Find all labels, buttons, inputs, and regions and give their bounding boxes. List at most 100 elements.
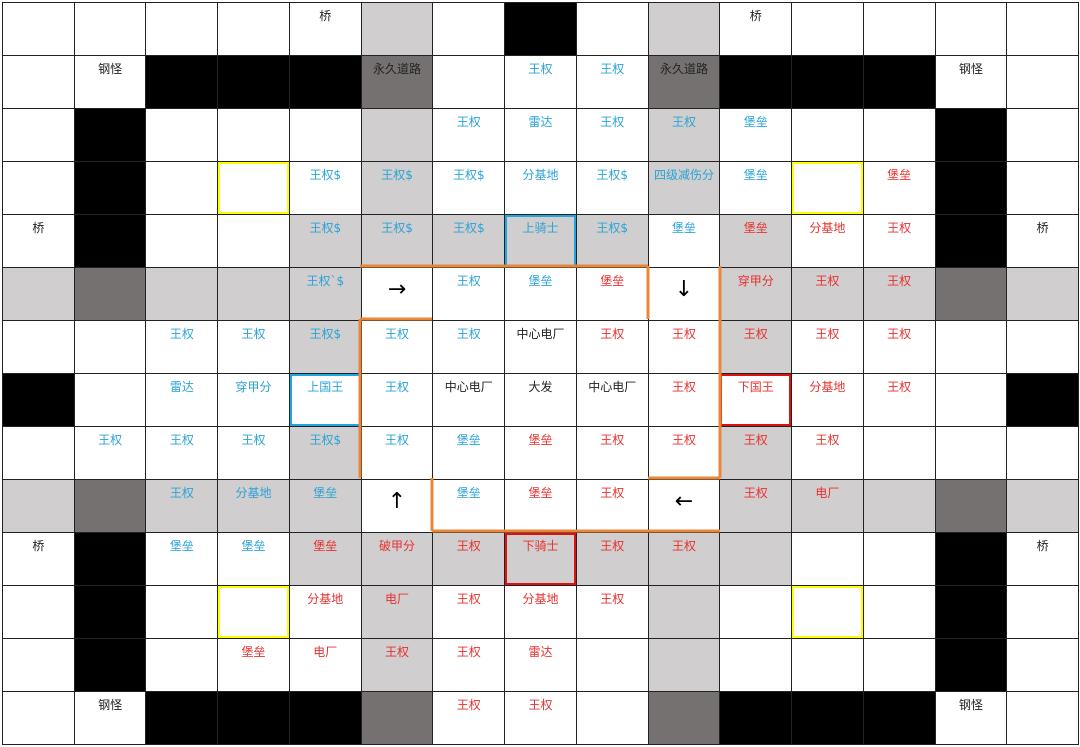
cell-label: 堡垒 (743, 221, 768, 235)
map-cell-r12-c14 (1007, 639, 1079, 692)
cell-label: 王权$ (452, 168, 485, 182)
map-cell-r3-c5: 王权$ (361, 162, 434, 215)
cell-label: 中心电厂 (444, 380, 493, 394)
map-cell-r12-c12 (863, 639, 936, 692)
map-cell-r12-c11 (792, 639, 864, 692)
direction-arrow-icon: ← (674, 489, 694, 514)
cell-label: 王权$ (309, 221, 342, 235)
cell-label: 王权 (600, 486, 625, 500)
cell-label: 分基地 (809, 221, 846, 235)
map-cell-r9-c13 (935, 480, 1008, 533)
map-cell-r6-c6: 王权 (433, 321, 506, 374)
yellow-highlight-border (792, 586, 863, 638)
map-cell-r4-c7: 上骑士 (505, 215, 577, 268)
map-cell-r4-c6: 王权$ (433, 215, 506, 268)
map-cell-r5-c5: → (361, 268, 434, 321)
map-cell-r2-c9: 王权 (648, 109, 721, 162)
map-cell-r9-c3: 分基地 (218, 480, 290, 533)
map-cell-r0-c0 (3, 3, 75, 56)
cell-label: 王权 (671, 327, 696, 341)
map-cell-r6-c1 (74, 321, 147, 374)
map-cell-r5-c3 (218, 268, 290, 321)
cell-label: 王权 (671, 380, 696, 394)
direction-arrow-icon: → (387, 277, 407, 302)
map-cell-r7-c6: 中心电厂 (433, 374, 506, 427)
map-cell-r5-c6: 王权 (433, 268, 506, 321)
map-cell-r11-c0 (3, 586, 75, 639)
map-cell-r9-c2: 王权 (146, 480, 219, 533)
map-cell-r9-c12 (863, 480, 936, 533)
map-cell-r11-c1 (74, 586, 147, 639)
map-cell-r6-c9: 王权 (648, 321, 721, 374)
map-cell-r13-c3 (218, 692, 290, 745)
map-cell-r3-c12: 堡垒 (863, 162, 936, 215)
map-cell-r0-c12 (863, 3, 936, 56)
map-cell-r4-c12: 王权 (863, 215, 936, 268)
yellow-highlight-border (218, 162, 289, 214)
map-cell-r0-c13 (935, 3, 1008, 56)
map-cell-r3-c6: 王权$ (433, 162, 506, 215)
cell-label: 分基地 (522, 592, 559, 606)
map-cell-r1-c1: 钢怪 (74, 56, 147, 109)
yellow-highlight-border (218, 586, 289, 638)
map-cell-r2-c4 (289, 109, 362, 162)
map-cell-r10-c13 (935, 533, 1008, 586)
cell-label: 雷达 (528, 645, 553, 659)
cell-label: 王权 (600, 433, 625, 447)
cell-label: 堡垒 (313, 539, 338, 553)
map-cell-r9-c4: 堡垒 (289, 480, 362, 533)
map-cell-r1-c14 (1007, 56, 1079, 109)
map-cell-r3-c13 (935, 162, 1008, 215)
map-cell-r13-c10 (720, 692, 793, 745)
map-cell-r10-c7: 下骑士 (505, 533, 577, 586)
map-cell-r5-c4: 王权`$ (289, 268, 362, 321)
cell-label: 堡垒 (241, 539, 266, 553)
cell-label: 分基地 (235, 486, 272, 500)
map-cell-r7-c5: 王权 (361, 374, 434, 427)
cell-label: 穿甲分 (235, 380, 272, 394)
map-cell-r1-c12 (863, 56, 936, 109)
map-cell-r10-c4: 堡垒 (289, 533, 362, 586)
map-cell-r2-c0 (3, 109, 75, 162)
map-cell-r0-c4: 桥 (289, 3, 362, 56)
cell-label: 王权 (887, 380, 912, 394)
cell-label: 王权$ (596, 168, 629, 182)
map-cell-r10-c9: 王权 (648, 533, 721, 586)
map-cell-r3-c11 (792, 162, 864, 215)
direction-arrow-icon: ↑ (387, 489, 407, 514)
map-cell-r6-c13 (935, 321, 1008, 374)
cell-label: 四级减伤分 (653, 168, 714, 182)
map-cell-r8-c13 (935, 427, 1008, 480)
map-cell-r1-c7: 王权 (505, 56, 577, 109)
map-cell-r12-c4: 电厂 (289, 639, 362, 692)
cell-label: 桥 (1036, 221, 1049, 235)
map-cell-r10-c3: 堡垒 (218, 533, 290, 586)
cell-label: 王权 (169, 433, 194, 447)
cell-label: 王权 (456, 539, 481, 553)
map-cell-r6-c7: 中心电厂 (505, 321, 577, 374)
map-cell-r0-c14 (1007, 3, 1079, 56)
map-cell-r13-c13: 钢怪 (935, 692, 1008, 745)
map-cell-r11-c7: 分基地 (505, 586, 577, 639)
map-cell-r3-c1 (74, 162, 147, 215)
map-cell-r9-c8: 王权 (576, 480, 649, 533)
cell-label: 电厂 (815, 486, 840, 500)
map-cell-r9-c14 (1007, 480, 1079, 533)
map-cell-r2-c7: 雷达 (505, 109, 577, 162)
map-cell-r0-c9 (648, 3, 721, 56)
map-cell-r7-c9: 王权 (648, 374, 721, 427)
cell-label: 桥 (1036, 539, 1049, 553)
cell-label: 王权 (385, 645, 410, 659)
cell-label: 王权 (456, 698, 481, 712)
cell-label: 王权$ (309, 327, 342, 341)
map-cell-r1-c10 (720, 56, 793, 109)
cell-label: 王权$ (596, 221, 629, 235)
cell-label: 王权 (528, 62, 553, 76)
map-cell-r8-c4: 王权$ (289, 427, 362, 480)
map-cell-r0-c3 (218, 3, 290, 56)
cell-label: 堡垒 (743, 115, 768, 129)
cell-label: 永久道路 (659, 62, 708, 76)
map-cell-r8-c5: 王权 (361, 427, 434, 480)
cell-label: 王权 (600, 539, 625, 553)
